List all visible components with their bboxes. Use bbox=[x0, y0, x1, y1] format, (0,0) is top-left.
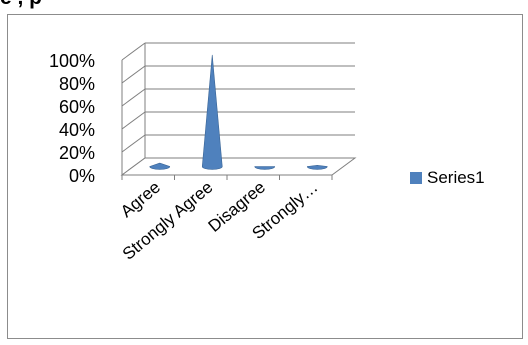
cone-1 bbox=[201, 54, 223, 170]
x-category-label: Strongly Agree bbox=[119, 178, 217, 264]
gridline-side bbox=[121, 42, 146, 61]
gridline-side bbox=[121, 88, 146, 107]
y-tick-label: 100% bbox=[49, 51, 95, 71]
y-tick-label: 20% bbox=[59, 143, 95, 163]
y-tick-label: 40% bbox=[59, 120, 95, 140]
legend-label-series1: Series1 bbox=[427, 168, 485, 187]
cone-3 bbox=[306, 165, 328, 170]
gridline-side bbox=[121, 111, 146, 130]
floor bbox=[120, 157, 357, 176]
cone-0 bbox=[149, 162, 171, 170]
y-tick-label: 0% bbox=[69, 166, 95, 186]
y-tick-label: 80% bbox=[59, 74, 95, 94]
y-tick-label: 60% bbox=[59, 97, 95, 117]
cone-2 bbox=[254, 166, 276, 170]
chart-title-fragment: e , p bbox=[0, 0, 42, 10]
legend: Series1 bbox=[410, 168, 485, 188]
gridline-side bbox=[121, 134, 146, 153]
legend-swatch-series1 bbox=[410, 172, 422, 184]
x-category-label: Agree bbox=[117, 178, 164, 222]
chart-area bbox=[7, 14, 523, 339]
gridline-side bbox=[121, 65, 146, 84]
